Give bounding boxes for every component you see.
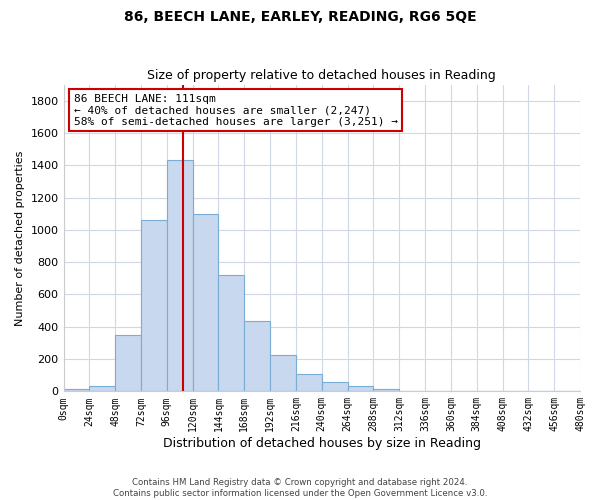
Bar — [89, 386, 115, 392]
Y-axis label: Number of detached properties: Number of detached properties — [15, 150, 25, 326]
Bar — [322, 382, 347, 392]
Bar — [167, 160, 193, 392]
Bar — [64, 389, 89, 392]
Text: 86 BEECH LANE: 111sqm
← 40% of detached houses are smaller (2,247)
58% of semi-d: 86 BEECH LANE: 111sqm ← 40% of detached … — [74, 94, 398, 127]
Bar — [141, 220, 167, 392]
Bar — [270, 355, 296, 392]
Text: Contains HM Land Registry data © Crown copyright and database right 2024.
Contai: Contains HM Land Registry data © Crown c… — [113, 478, 487, 498]
Bar — [218, 275, 244, 392]
Bar — [115, 335, 141, 392]
Bar — [399, 390, 425, 392]
Bar — [347, 386, 373, 392]
Bar — [244, 321, 270, 392]
Bar — [296, 374, 322, 392]
Bar — [193, 214, 218, 392]
Bar — [373, 389, 399, 392]
X-axis label: Distribution of detached houses by size in Reading: Distribution of detached houses by size … — [163, 437, 481, 450]
Text: 86, BEECH LANE, EARLEY, READING, RG6 5QE: 86, BEECH LANE, EARLEY, READING, RG6 5QE — [124, 10, 476, 24]
Title: Size of property relative to detached houses in Reading: Size of property relative to detached ho… — [148, 69, 496, 82]
